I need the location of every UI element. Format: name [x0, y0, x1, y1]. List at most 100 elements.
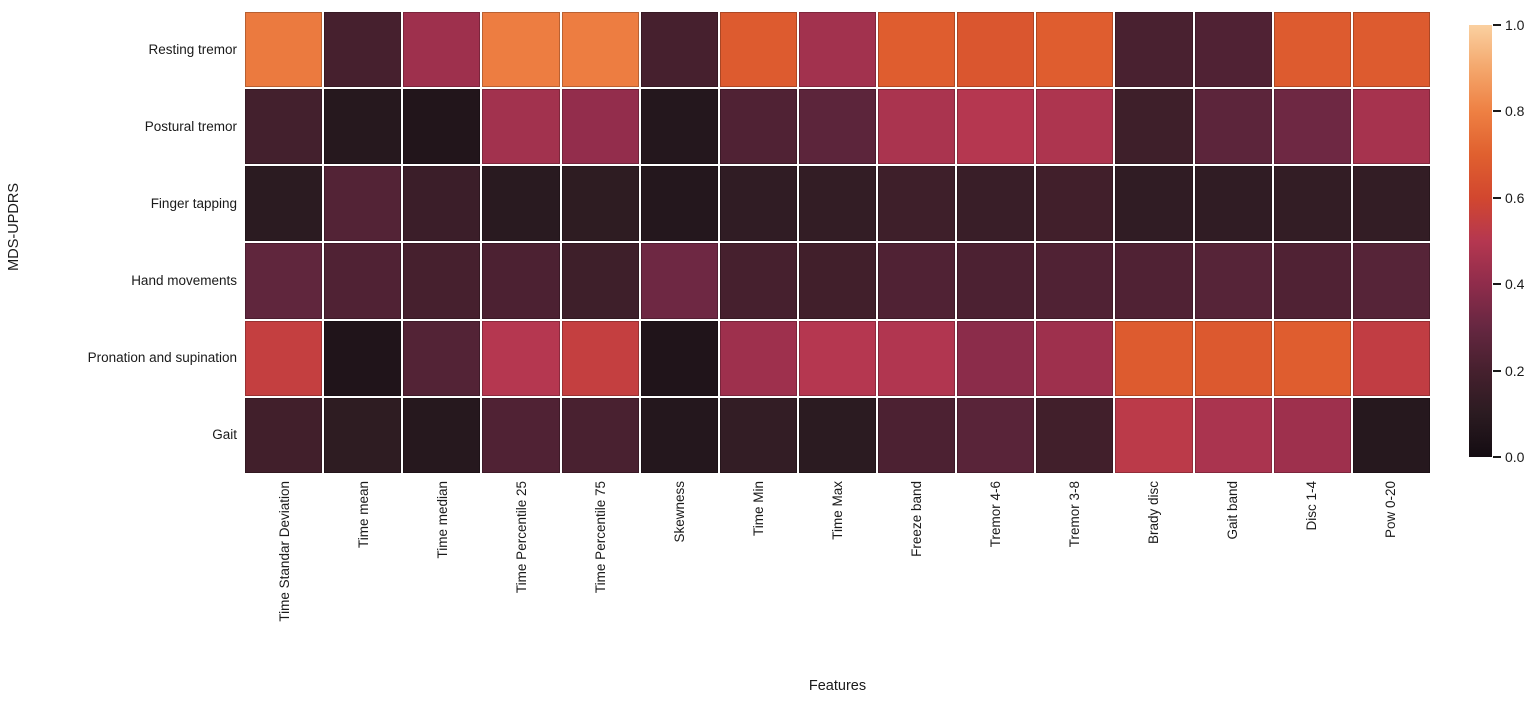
- y-tick-label: Resting tremor: [148, 42, 237, 58]
- y-tick-label: Pronation and supination: [87, 349, 237, 365]
- heatmap-cell: [403, 320, 481, 396]
- heatmap-cell: [403, 397, 481, 473]
- heatmap-cell: [878, 166, 956, 242]
- heatmap-cell: [640, 12, 718, 88]
- heatmap-cell: [957, 397, 1035, 473]
- heatmap-cell: [324, 397, 402, 473]
- heatmap-cell: [798, 320, 877, 396]
- x-tick-label: Tremor 3-8: [1066, 481, 1082, 548]
- heatmap-cell: [1194, 320, 1272, 396]
- heatmap-cell: [245, 397, 323, 473]
- heatmap-cell: [561, 243, 639, 319]
- heatmap-cell: [878, 12, 956, 88]
- heatmap-cell: [1352, 320, 1430, 396]
- x-tick-label: Freeze band: [908, 481, 924, 557]
- heatmap-cell: [878, 89, 956, 165]
- heatmap-cell: [798, 166, 877, 242]
- heatmap-cell: [403, 166, 481, 242]
- heatmap-cell: [1273, 397, 1351, 473]
- heatmap-cell: [561, 89, 639, 165]
- heatmap-cell: [482, 89, 560, 165]
- heatmap-cell: [640, 397, 718, 473]
- heatmap-cell: [1036, 243, 1114, 319]
- heatmap-cell: [245, 166, 323, 242]
- colorbar-tick-mark: [1493, 24, 1501, 26]
- x-tick-label: Gait band: [1224, 481, 1240, 540]
- heatmap-cell: [957, 89, 1035, 165]
- heatmap-cell: [1036, 89, 1114, 165]
- heatmap-cell: [640, 320, 718, 396]
- heatmap-cell: [1194, 243, 1272, 319]
- heatmap-cell: [1194, 166, 1272, 242]
- heatmap-cell: [1115, 243, 1193, 319]
- heatmap-cell: [719, 397, 797, 473]
- heatmap-cell: [403, 243, 481, 319]
- x-tick-label: Skewness: [671, 481, 687, 543]
- heatmap-cell: [878, 243, 956, 319]
- heatmap-cell: [324, 243, 402, 319]
- y-tick-label: Finger tapping: [150, 196, 237, 212]
- heatmap-cell: [1115, 12, 1193, 88]
- heatmap-cell: [640, 166, 718, 242]
- heatmap-cell: [1115, 397, 1193, 473]
- heatmap-cell: [1036, 320, 1114, 396]
- heatmap-cell: [324, 89, 402, 165]
- heatmap-cell: [719, 12, 797, 88]
- heatmap-cell: [957, 166, 1035, 242]
- y-tick-label: Gait: [212, 426, 237, 442]
- x-tick-label: Pow 0-20: [1382, 481, 1398, 539]
- heatmap-cell: [1273, 12, 1351, 88]
- colorbar-tick-label: 0.0: [1505, 449, 1525, 465]
- heatmap-cell: [1194, 397, 1272, 473]
- colorbar-tick-label: 0.4: [1505, 276, 1525, 293]
- y-tick-label: Postural tremor: [144, 119, 237, 135]
- heatmap-cell: [324, 166, 402, 242]
- heatmap-cell: [1352, 166, 1430, 242]
- heatmap-cell: [957, 12, 1035, 88]
- heatmap-cell: [1273, 166, 1351, 242]
- heatmap-cell: [561, 12, 639, 88]
- heatmap-plot-area: [245, 12, 1430, 473]
- x-tick-label: Time Min: [750, 481, 766, 537]
- heatmap-cell: [245, 12, 323, 88]
- colorbar-tick-mark: [1493, 369, 1501, 372]
- heatmap-cell: [719, 89, 797, 165]
- x-tick-label: Time Max: [829, 481, 845, 540]
- x-tick-label: Brady disc: [1145, 481, 1161, 545]
- colorbar-tick-label: 1.0: [1505, 17, 1525, 33]
- colorbar-tick-mark: [1493, 283, 1501, 286]
- heatmap-cell: [1352, 89, 1430, 165]
- heatmap-cell: [798, 243, 877, 319]
- heatmap-cell: [878, 320, 956, 396]
- heatmap-cell: [1115, 89, 1193, 165]
- colorbar-tick-mark: [1493, 196, 1501, 199]
- x-tick-label: Time Percentile 25: [513, 481, 529, 594]
- heatmap-cell: [1352, 397, 1430, 473]
- heatmap-cell: [561, 166, 639, 242]
- heatmap-cell: [798, 89, 877, 165]
- heatmap-cell: [798, 397, 877, 473]
- colorbar-gradient: [1469, 25, 1492, 457]
- x-tick-label: Disc 1-4: [1303, 481, 1319, 531]
- heatmap-cell: [1194, 12, 1272, 88]
- heatmap-cell: [1036, 166, 1114, 242]
- x-axis-title: Features: [808, 678, 867, 694]
- colorbar-tick-label: 0.6: [1505, 189, 1525, 206]
- heatmap-cell: [245, 89, 323, 165]
- heatmap-cell: [482, 397, 560, 473]
- x-tick-label: Tremor 4-6: [987, 481, 1003, 548]
- heatmap-cell: [561, 397, 639, 473]
- heatmap-cell: [957, 320, 1035, 396]
- heatmap-cell: [719, 320, 797, 396]
- heatmap-cell: [324, 12, 402, 88]
- heatmap-cell: [1273, 89, 1351, 165]
- heatmap-cell: [1115, 166, 1193, 242]
- heatmap-cell: [719, 243, 797, 319]
- heatmap-cell: [1352, 12, 1430, 88]
- heatmap-cell: [482, 12, 560, 88]
- heatmap-cell: [798, 12, 877, 88]
- heatmap-cell: [1194, 89, 1272, 165]
- heatmap-cell: [561, 320, 639, 396]
- heatmap-cell: [245, 320, 323, 396]
